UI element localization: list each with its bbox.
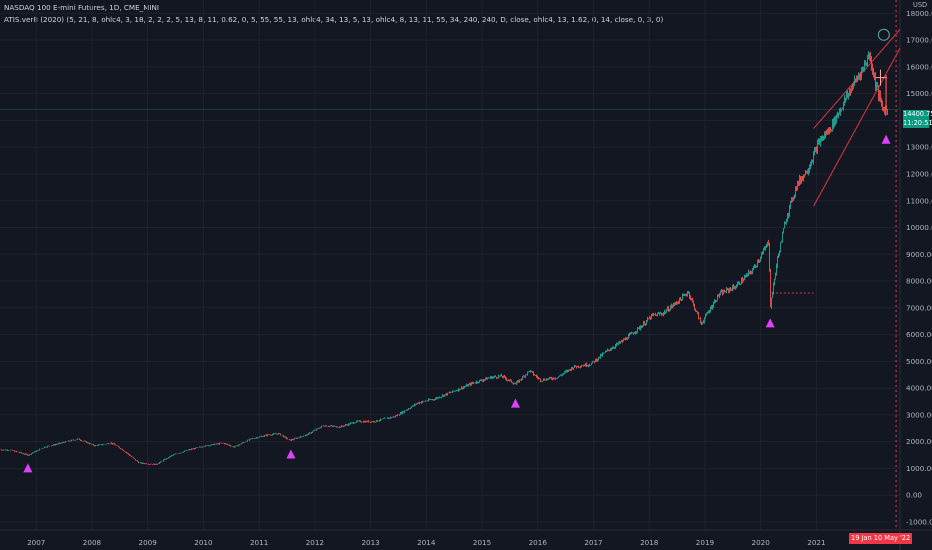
indicator-legend[interactable]: ATIS.ver8 (2020) (5, 21, 8, ohlc4, 3, 18… bbox=[4, 15, 664, 24]
signal-triangle bbox=[510, 398, 520, 408]
price-tick-label: 13000.00 bbox=[906, 143, 932, 152]
price-tick-label: 8000.00 bbox=[906, 277, 932, 286]
price-tick-label: 4000.00 bbox=[906, 384, 932, 393]
price-tick-label: 6000.00 bbox=[906, 330, 932, 339]
symbol-title: NASDAQ 100 E-mini Futures, 1D, CME_MINI bbox=[4, 3, 160, 12]
time-tick-label: 2020 bbox=[752, 538, 771, 547]
price-tick-label: 3000.00 bbox=[906, 410, 932, 419]
time-tick-label: 2009 bbox=[139, 538, 158, 547]
price-tick-label: 10000.00 bbox=[906, 223, 932, 232]
price-tick-label: 5000.00 bbox=[906, 357, 932, 366]
time-tick-label: 2014 bbox=[417, 538, 436, 547]
price-tick-label: 12000.00 bbox=[906, 169, 932, 178]
price-tick-label: 18000.00 bbox=[906, 9, 932, 18]
currency-label: USD bbox=[913, 1, 928, 9]
time-tick-label: 2008 bbox=[83, 538, 102, 547]
price-tick-label: 16000.00 bbox=[906, 62, 932, 71]
last-price-tag: 14400.75 11:20:51 bbox=[903, 110, 932, 128]
price-tick-label: 1000.00 bbox=[906, 464, 932, 473]
price-tick-label: 7000.00 bbox=[906, 303, 932, 312]
candles bbox=[0, 50, 888, 465]
signal-triangle bbox=[765, 318, 775, 328]
price-tick-label: 9000.00 bbox=[906, 250, 932, 259]
time-axis[interactable]: 2007 2008 2009 2010 2011 2012 2013 2014 2015 2016… bbox=[27, 538, 825, 547]
signals bbox=[23, 134, 891, 473]
date-tag-start: 19 Jan bbox=[851, 534, 872, 542]
price-tick-label: 0.00 bbox=[906, 491, 922, 500]
signal-triangle bbox=[286, 449, 296, 459]
time-tick-label: 2018 bbox=[640, 538, 659, 547]
price-tick-label: 2000.00 bbox=[906, 437, 932, 446]
bar-countdown: 11:20:51 bbox=[903, 119, 932, 127]
peak-circle bbox=[877, 28, 890, 41]
signal-triangle bbox=[881, 134, 891, 144]
date-tag-end: 10 May '22 bbox=[873, 534, 911, 542]
annotations bbox=[0, 0, 901, 530]
time-tick-label: 2010 bbox=[194, 538, 213, 547]
price-axis[interactable]: 18000.0017000.0016000.0015000.0014000.00… bbox=[906, 9, 932, 527]
signal-triangle bbox=[23, 463, 33, 473]
trend-line-lower bbox=[813, 47, 901, 207]
time-tick-label: 2013 bbox=[361, 538, 379, 547]
time-tick-label: 2017 bbox=[584, 538, 602, 547]
last-price-value: 14400.75 bbox=[903, 110, 932, 118]
time-tick-label: 2007 bbox=[27, 538, 45, 547]
date-tag: 19 Jan 10 May '22 bbox=[849, 533, 913, 544]
time-tick-label: 2012 bbox=[306, 538, 324, 547]
time-tick-label: 2021 bbox=[807, 538, 825, 547]
time-tick-label: 2016 bbox=[529, 538, 548, 547]
time-tick-label: 2015 bbox=[473, 538, 491, 547]
price-tick-label: 17000.00 bbox=[906, 36, 932, 45]
price-tick-label: 11000.00 bbox=[906, 196, 932, 205]
time-tick-label: 2011 bbox=[250, 538, 268, 547]
time-tick-label: 2019 bbox=[696, 538, 715, 547]
price-tick-label: -1000.00 bbox=[906, 517, 932, 526]
price-tick-label: 15000.00 bbox=[906, 89, 932, 98]
